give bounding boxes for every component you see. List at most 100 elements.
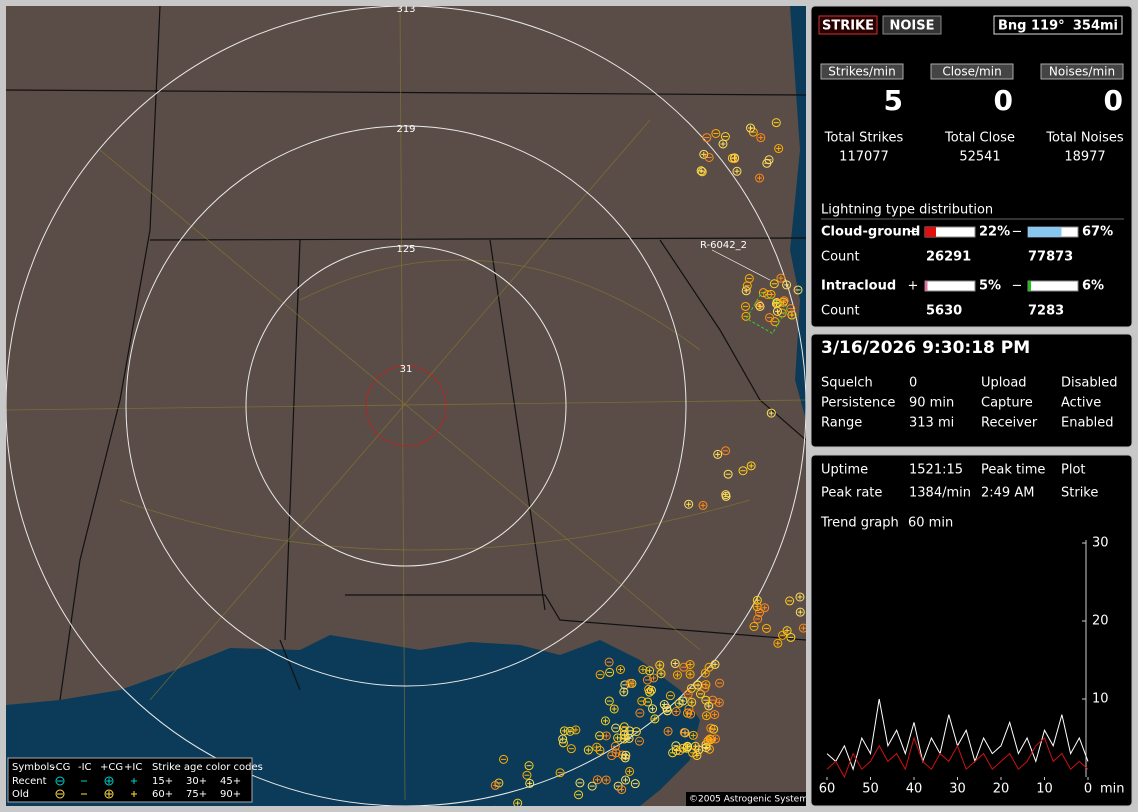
stats-label: Peak rate <box>821 486 882 501</box>
strike-ring <box>583 745 593 755</box>
legend-age: 90+ <box>220 789 241 800</box>
strike-ring <box>624 733 634 743</box>
legend-symbol <box>55 789 65 799</box>
strike-ring <box>625 766 635 776</box>
strike-ring <box>605 667 615 677</box>
strike-sign <box>784 628 790 634</box>
strike-symbol <box>776 273 786 283</box>
range-ring <box>125 125 687 687</box>
strike-ring <box>774 144 784 154</box>
strike-ring <box>617 785 627 795</box>
atlantic-water <box>790 6 806 420</box>
strike-sign <box>493 808 498 812</box>
strike-sign <box>585 747 591 753</box>
strike-symbol <box>601 731 611 741</box>
strike-sign <box>627 768 633 774</box>
strike-symbol <box>615 664 625 674</box>
strike-sign <box>734 168 740 174</box>
strike-symbol <box>760 603 770 613</box>
strike-symbol <box>704 152 714 162</box>
status-label: Squelch <box>821 376 873 391</box>
strike-ring <box>679 727 689 737</box>
strike-ring <box>741 286 751 296</box>
strike-ring <box>601 775 611 785</box>
strike-ring <box>566 744 576 754</box>
y-tick-label: 30 <box>1092 536 1109 551</box>
strike-symbol <box>700 668 710 678</box>
strike-symbol <box>740 301 750 311</box>
bearing-box <box>993 15 1123 35</box>
strike-sign <box>687 671 693 677</box>
status-label: Capture <box>981 396 1033 411</box>
strike-symbol <box>655 660 665 670</box>
strike-button-label: STRIKE <box>822 19 874 34</box>
x-tick-label: 40 <box>906 782 923 797</box>
legend-age: 45+ <box>220 776 241 787</box>
strike-ring <box>704 152 714 162</box>
strike-symbol <box>786 632 796 642</box>
strike-sign <box>757 175 763 181</box>
strike-symbol <box>713 449 723 459</box>
strike-symbol <box>785 596 795 606</box>
strike-symbol <box>645 666 655 676</box>
range-label: 31 <box>400 364 413 375</box>
trend-line <box>826 736 1089 779</box>
strike-sign <box>715 451 721 457</box>
strike-symbol <box>742 281 752 291</box>
road <box>399 6 406 801</box>
legend-symbol <box>131 778 137 784</box>
strike-ring <box>609 704 619 714</box>
strike-symbol <box>718 139 728 149</box>
strike-sign <box>515 800 521 806</box>
strike-symbol <box>678 743 688 753</box>
rate-value: 0 <box>1104 84 1123 117</box>
strike-symbol <box>513 798 523 806</box>
strike-sign <box>797 609 803 615</box>
strike-sign <box>651 675 657 681</box>
strike-ring <box>643 697 653 707</box>
strike-sign <box>743 288 749 294</box>
strike-symbol <box>499 754 509 764</box>
strike-ring <box>723 469 733 479</box>
strike-ring <box>620 753 630 763</box>
count: 5630 <box>926 304 962 319</box>
strike-button[interactable] <box>818 15 878 35</box>
strike-symbol <box>611 723 621 733</box>
strike-symbol <box>525 778 535 788</box>
stats-value: 1521:15 <box>909 463 963 478</box>
strike-ring <box>494 805 497 806</box>
strike-sign <box>615 735 621 741</box>
strike-symbol <box>756 133 766 143</box>
strike-sign <box>594 744 600 750</box>
strike-ring <box>611 723 621 733</box>
strike-symbol <box>771 118 781 128</box>
strike-sign <box>775 640 781 646</box>
strike-ring <box>782 626 792 636</box>
strike-ring <box>715 678 725 688</box>
x-tick-label: 20 <box>993 782 1010 797</box>
map: 313 219 125 31 R-6042_2 Symbols-CG -IC +CG +IC St… <box>6 6 806 812</box>
pct-bar <box>1028 281 1031 291</box>
strike-ring <box>615 664 625 674</box>
legend-type: -IC <box>78 762 92 773</box>
strike-symbol <box>787 310 797 320</box>
strike-ring <box>604 657 614 667</box>
strike-symbol <box>685 659 695 669</box>
strike-symbol <box>710 710 720 720</box>
strike-symbol <box>566 744 576 754</box>
strike-ring <box>595 670 605 680</box>
type-name: Cloud-ground <box>821 225 920 240</box>
strike-sign <box>674 672 680 678</box>
strike-sign <box>527 780 533 786</box>
strike-symbol <box>795 607 805 617</box>
strike-ring <box>698 500 708 510</box>
strike-ring <box>663 726 673 736</box>
strike-ring <box>705 734 715 744</box>
legend-symbol <box>106 791 112 797</box>
noise-button[interactable] <box>882 15 942 35</box>
strike-sign <box>647 668 653 674</box>
distribution-title: Lightning type distribution <box>821 203 993 218</box>
rate-value: 5 <box>884 84 903 117</box>
legend-symbol <box>106 778 112 784</box>
strike-symbol <box>624 733 634 743</box>
